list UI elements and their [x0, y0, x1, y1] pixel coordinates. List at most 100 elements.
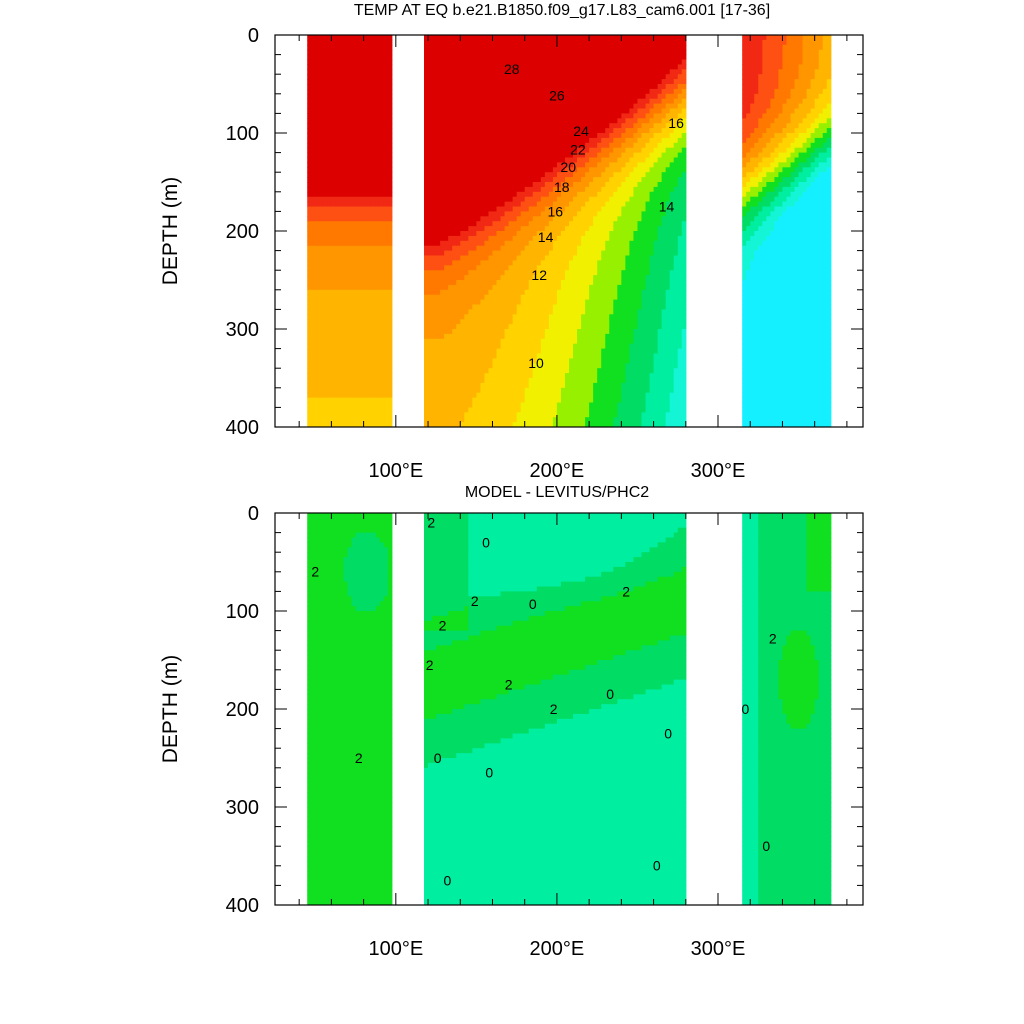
contour-cell	[560, 314, 566, 320]
contour-cell	[569, 84, 574, 90]
contour-cell	[371, 392, 377, 399]
contour-cell	[464, 113, 469, 119]
contour-cell	[581, 373, 586, 379]
contour-cell	[532, 309, 538, 315]
contour-cell	[307, 133, 312, 139]
contour-cell	[323, 162, 328, 168]
contour-cell	[512, 280, 518, 286]
contour-cell	[448, 353, 453, 359]
contour-cell	[524, 240, 530, 247]
contour-cell	[367, 407, 373, 413]
contour-cell	[311, 167, 316, 173]
contour-cell	[536, 93, 542, 100]
contour-cell	[532, 191, 538, 198]
contour-cell	[367, 88, 373, 95]
contour-cell	[460, 123, 465, 129]
contour-cell	[492, 113, 498, 119]
contour-cell	[520, 412, 526, 418]
contour-cell	[432, 186, 437, 193]
contour-cell	[484, 79, 490, 85]
contour-cell	[383, 314, 389, 320]
contour-cell	[331, 407, 337, 413]
contour-cell	[315, 373, 320, 379]
contour-cell	[452, 93, 457, 100]
contour-cell	[560, 206, 566, 212]
contour-cell	[512, 260, 518, 266]
contour-cell	[548, 397, 554, 404]
contour-cell	[464, 88, 469, 95]
contour-cell	[480, 79, 486, 85]
contour-cell	[508, 93, 514, 100]
contour-cell	[488, 128, 494, 134]
contour-cell	[319, 265, 324, 271]
contour-cell	[460, 128, 465, 134]
contour-cell	[569, 231, 574, 237]
contour-cell	[456, 226, 461, 232]
contour-cell	[500, 201, 506, 208]
contour-cell	[383, 74, 389, 80]
contour-cell	[375, 177, 381, 183]
contour-cell	[440, 162, 445, 168]
contour-cell	[379, 196, 385, 203]
contour-cell	[375, 137, 381, 144]
contour-cell	[444, 275, 449, 281]
contour-cell	[323, 226, 328, 232]
contour-cell	[387, 382, 393, 389]
contour-cell	[500, 147, 506, 154]
contour-cell	[560, 167, 566, 173]
contour-cell	[464, 172, 469, 178]
contour-cell	[520, 177, 526, 183]
contour-cell	[500, 226, 506, 232]
contour-cell	[540, 280, 546, 286]
contour-cell	[428, 172, 433, 178]
contour-cell	[375, 255, 381, 261]
contour-cell	[323, 79, 328, 85]
contour-cell	[512, 54, 518, 61]
contour-cell	[548, 407, 554, 413]
contour-cell	[577, 309, 582, 315]
contour-cell	[343, 98, 349, 105]
contour-cell	[375, 226, 381, 232]
contour-cell	[508, 338, 514, 345]
contour-cell	[569, 363, 574, 369]
contour-cell	[436, 49, 441, 56]
contour-cell	[528, 182, 534, 188]
contour-cell	[573, 59, 578, 65]
contour-cell	[371, 201, 377, 208]
contour-cell	[516, 211, 522, 217]
contour-cell	[343, 353, 349, 359]
contour-cell	[476, 260, 481, 266]
contour-cell	[472, 201, 477, 208]
contour-cell	[524, 392, 530, 399]
contour-cell	[311, 275, 316, 281]
contour-cell	[581, 226, 586, 232]
contour-cell	[444, 157, 449, 163]
contour-cell	[440, 422, 445, 427]
contour-cell	[532, 206, 538, 212]
contour-cell	[444, 382, 449, 389]
contour-cell	[488, 270, 494, 276]
contour-cell	[319, 152, 324, 159]
contour-cell	[560, 69, 566, 75]
contour-cell	[319, 93, 324, 100]
contour-cell	[367, 343, 373, 350]
contour-cell	[335, 407, 341, 413]
contour-cell	[472, 412, 477, 418]
contour-cell	[448, 402, 453, 408]
contour-cell	[460, 177, 465, 183]
contour-cell	[315, 113, 320, 119]
contour-cell	[371, 353, 377, 359]
contour-cell	[315, 118, 320, 124]
contour-cell	[577, 422, 582, 427]
contour-cell	[488, 402, 494, 408]
contour-cell	[492, 103, 498, 110]
contour-cell	[343, 84, 349, 90]
contour-cell	[573, 235, 578, 242]
contour-cell	[540, 348, 546, 355]
contour-cell	[311, 177, 316, 183]
contour-cell	[581, 118, 586, 124]
contour-cell	[424, 412, 429, 418]
contour-cell	[436, 329, 441, 335]
contour-cell	[363, 294, 369, 301]
contour-cell	[488, 93, 494, 100]
